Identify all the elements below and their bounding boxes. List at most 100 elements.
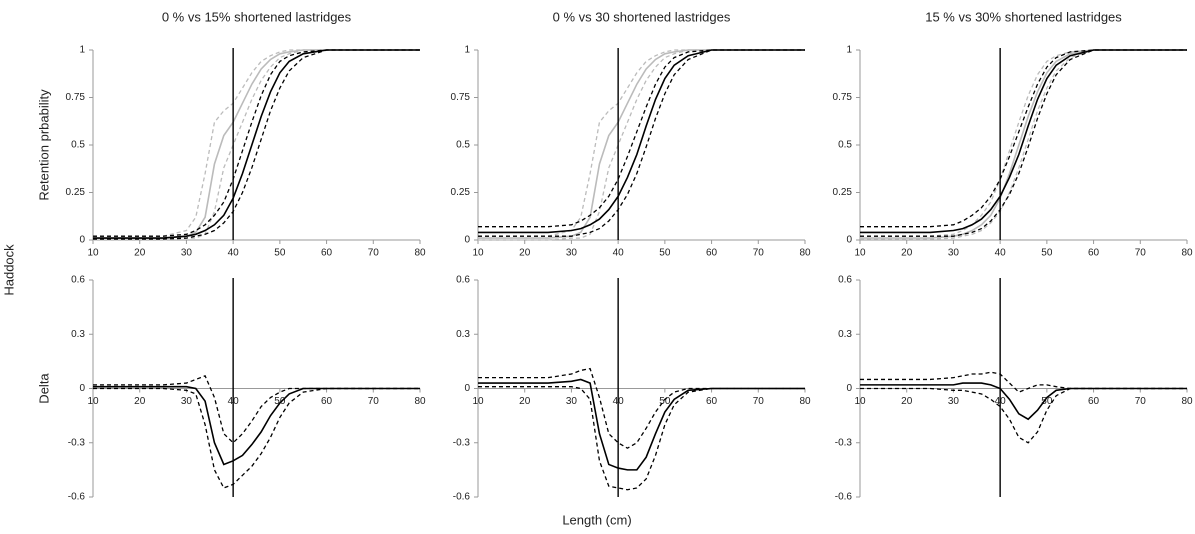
y-tick-label: 0 — [846, 235, 852, 246]
x-tick-label: 20 — [519, 248, 531, 259]
curve — [860, 49, 1187, 239]
curve — [860, 371, 1187, 393]
x-tick-label: 30 — [181, 248, 193, 259]
curve — [860, 49, 1187, 228]
x-tick-label: 50 — [1041, 396, 1053, 407]
y-tick-label: 1 — [79, 45, 85, 56]
curve — [478, 386, 805, 491]
x-tick-label: 50 — [274, 396, 286, 407]
curve — [478, 49, 805, 234]
curve — [93, 49, 420, 239]
curve — [860, 49, 1187, 237]
x-tick-label: 50 — [1041, 248, 1053, 259]
y-tick-label: 0.5 — [456, 140, 470, 151]
curve — [478, 367, 805, 449]
y-tick-label: 0.25 — [833, 187, 853, 198]
x-tick-label: 50 — [659, 248, 671, 259]
x-tick-label: 80 — [414, 396, 426, 407]
curve — [860, 49, 1187, 234]
y-tick-label: 0.6 — [71, 275, 85, 286]
x-tick-label: 20 — [134, 396, 146, 407]
x-tick-label: 30 — [181, 396, 193, 407]
x-tick-label: 40 — [613, 248, 625, 259]
chart-title: 0 % vs 15% shortened lastridges — [162, 9, 352, 24]
y-tick-label: -0.3 — [835, 437, 853, 448]
x-tick-label: 10 — [472, 248, 484, 259]
x-tick-label: 30 — [566, 248, 578, 259]
x-tick-label: 10 — [87, 396, 99, 407]
curve — [93, 49, 420, 239]
curve — [478, 378, 805, 471]
row-label: Haddock — [1, 244, 16, 296]
curve — [93, 49, 420, 240]
x-tick-label: 60 — [706, 248, 718, 259]
y-axis-label: Delta — [36, 373, 51, 404]
y-tick-label: -0.3 — [453, 437, 471, 448]
x-tick-label: 20 — [519, 396, 531, 407]
y-tick-label: 1 — [464, 45, 470, 56]
y-tick-label: 0.6 — [456, 275, 470, 286]
x-tick-label: 20 — [134, 248, 146, 259]
y-tick-label: 0.5 — [838, 140, 852, 151]
x-tick-label: 70 — [753, 248, 765, 259]
x-tick-label: 10 — [854, 396, 866, 407]
curve — [860, 382, 1187, 421]
curve — [478, 49, 805, 237]
y-tick-label: 0.3 — [838, 329, 852, 340]
y-tick-label: 0.25 — [451, 187, 471, 198]
x-tick-label: 60 — [321, 248, 333, 259]
y-tick-label: 0.3 — [456, 329, 470, 340]
y-tick-label: -0.6 — [835, 492, 853, 503]
x-tick-label: 70 — [753, 396, 765, 407]
x-tick-label: 60 — [1088, 248, 1100, 259]
y-tick-label: 0 — [464, 235, 470, 246]
x-tick-label: 80 — [1181, 248, 1193, 259]
x-tick-label: 80 — [1181, 396, 1193, 407]
curve — [478, 49, 805, 241]
x-tick-label: 70 — [1135, 248, 1147, 259]
x-tick-label: 80 — [799, 248, 811, 259]
x-tick-label: 10 — [472, 396, 484, 407]
x-tick-label: 30 — [948, 396, 960, 407]
x-tick-label: 60 — [321, 396, 333, 407]
y-tick-label: 0 — [79, 235, 85, 246]
x-tick-label: 70 — [368, 248, 380, 259]
x-tick-label: 70 — [368, 396, 380, 407]
curve — [860, 49, 1187, 240]
x-tick-label: 20 — [901, 248, 913, 259]
x-tick-label: 30 — [566, 396, 578, 407]
curve — [93, 49, 420, 237]
x-tick-label: 40 — [228, 248, 240, 259]
x-tick-label: 80 — [799, 396, 811, 407]
x-tick-label: 60 — [706, 396, 718, 407]
x-tick-label: 80 — [414, 248, 426, 259]
x-tick-label: 10 — [87, 248, 99, 259]
y-tick-label: 0.75 — [451, 92, 471, 103]
curve — [93, 375, 420, 444]
y-tick-label: 0 — [79, 383, 85, 394]
y-tick-label: 0.25 — [66, 187, 86, 198]
y-tick-label: -0.3 — [68, 437, 86, 448]
x-tick-label: 20 — [901, 396, 913, 407]
y-tick-label: 0.5 — [71, 140, 85, 151]
y-tick-label: 0.75 — [833, 92, 853, 103]
y-tick-label: 0.75 — [66, 92, 86, 103]
y-tick-label: 0 — [846, 383, 852, 394]
y-tick-label: 0 — [464, 383, 470, 394]
curve — [860, 49, 1187, 237]
x-axis-label: Length (cm) — [562, 512, 631, 527]
curve — [93, 49, 420, 241]
x-tick-label: 10 — [854, 248, 866, 259]
curve — [93, 387, 420, 489]
x-tick-label: 70 — [1135, 396, 1147, 407]
y-tick-label: 1 — [846, 45, 852, 56]
chart-title: 15 % vs 30% shortened lastridges — [925, 9, 1122, 24]
x-tick-label: 50 — [659, 396, 671, 407]
x-tick-label: 30 — [948, 248, 960, 259]
x-tick-label: 60 — [1088, 396, 1100, 407]
y-tick-label: -0.6 — [68, 492, 86, 503]
chart-title: 0 % vs 30 shortened lastridges — [553, 9, 731, 24]
curve — [478, 49, 805, 239]
y-tick-label: 0.3 — [71, 329, 85, 340]
